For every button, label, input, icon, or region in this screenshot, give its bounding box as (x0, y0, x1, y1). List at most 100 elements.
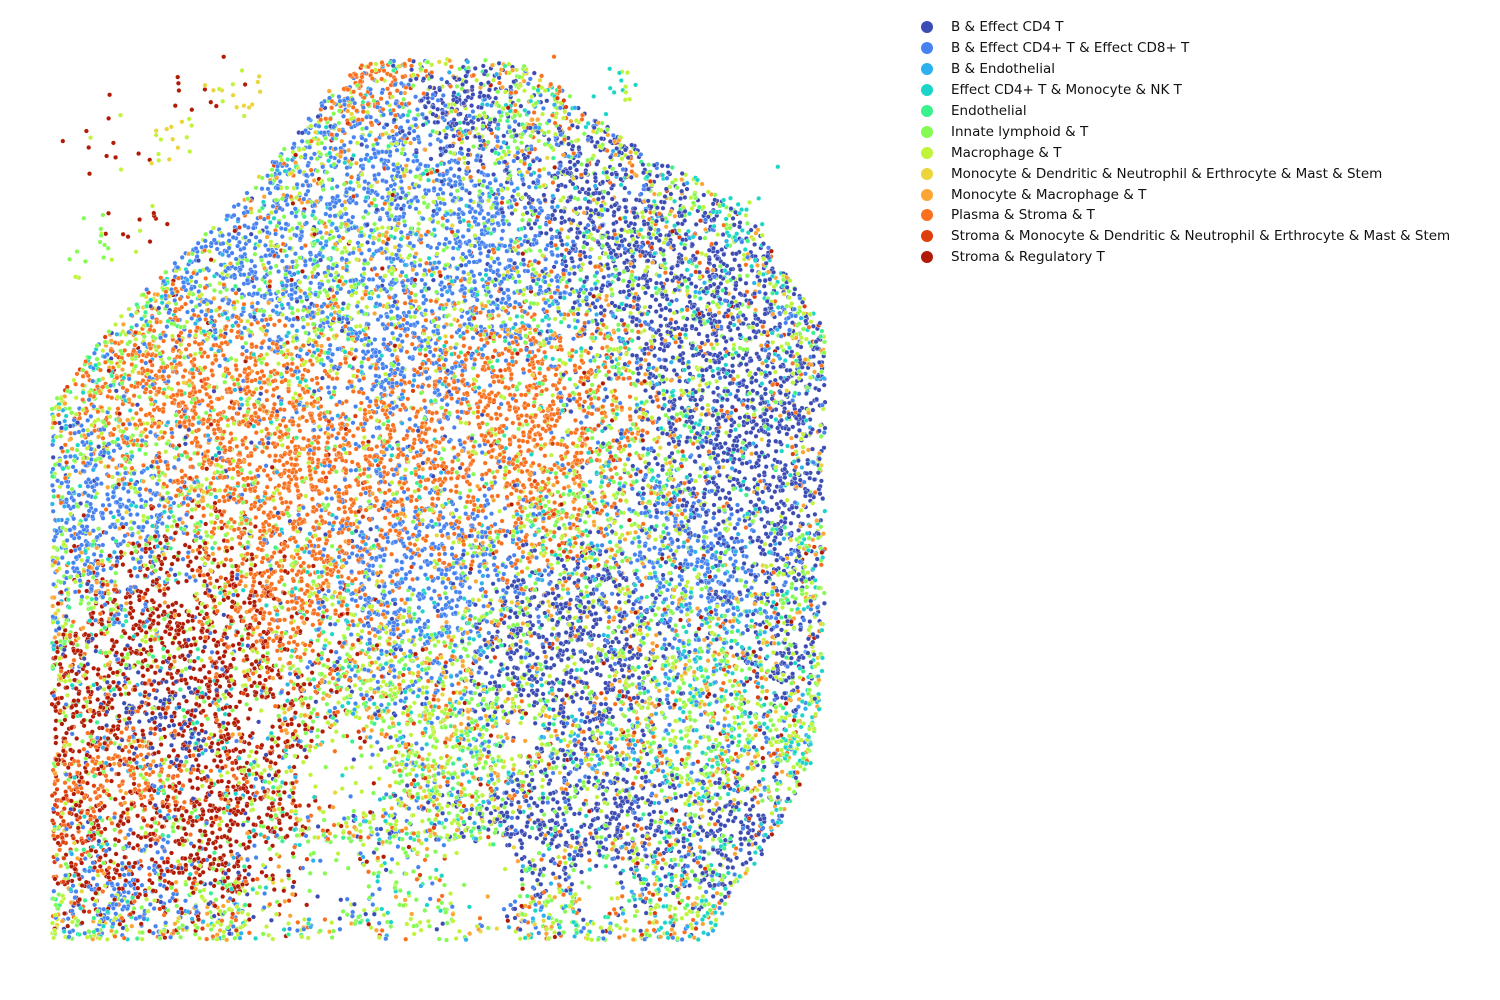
scatter-point (185, 554, 191, 560)
scatter-point (678, 609, 684, 614)
scatter-point (126, 691, 132, 697)
scatter-point (264, 224, 270, 230)
scatter-point (571, 506, 577, 512)
scatter-point (140, 664, 145, 670)
scatter-point (172, 530, 178, 536)
scatter-point (660, 529, 666, 535)
scatter-point (711, 510, 717, 516)
scatter-point (417, 257, 423, 263)
scatter-point (632, 828, 638, 833)
scatter-point (500, 296, 506, 302)
scatter-point (333, 649, 339, 655)
scatter-point (742, 728, 748, 734)
scatter-point (129, 532, 135, 538)
scatter-point (441, 842, 447, 848)
scatter-point (497, 80, 502, 86)
scatter-point (669, 165, 675, 170)
scatter-point (74, 642, 80, 648)
scatter-point (803, 336, 809, 342)
scatter-point (454, 850, 460, 856)
scatter-point (386, 487, 392, 493)
scatter-point (708, 815, 714, 821)
scatter-point (374, 524, 380, 530)
scatter-point (283, 221, 289, 227)
scatter-point (587, 479, 593, 485)
scatter-point (361, 266, 367, 272)
scatter-point (218, 758, 224, 764)
scatter-point (496, 261, 502, 267)
scatter-point (212, 629, 218, 635)
scatter-point (548, 881, 554, 887)
scatter-point (768, 414, 774, 420)
scatter-point (584, 533, 590, 539)
scatter-point (574, 427, 580, 433)
scatter-point (383, 867, 389, 873)
scatter-point (698, 735, 704, 740)
scatter-point (248, 440, 254, 446)
scatter-point (472, 615, 478, 621)
scatter-point (336, 158, 342, 164)
scatter-point (484, 421, 490, 427)
scatter-point (697, 235, 703, 241)
scatter-point (259, 428, 265, 434)
scatter-point (574, 167, 580, 173)
scatter-point (432, 849, 438, 855)
scatter-point (135, 669, 141, 675)
scatter-point (450, 459, 455, 464)
scatter-point (315, 440, 321, 445)
scatter-point (351, 89, 357, 95)
scatter-point (577, 365, 583, 371)
scatter-point (546, 137, 552, 143)
scatter-point (609, 402, 615, 408)
scatter-point (748, 720, 754, 726)
scatter-point (300, 414, 306, 420)
scatter-point (426, 751, 432, 757)
scatter-point (680, 544, 686, 549)
scatter-point (337, 926, 343, 932)
scatter-point (49, 501, 55, 507)
scatter-point (418, 927, 424, 933)
scatter-point (312, 744, 318, 750)
scatter-point (342, 206, 348, 212)
scatter-point (666, 407, 672, 413)
scatter-point (532, 715, 538, 721)
scatter-point (562, 848, 568, 853)
scatter-point (130, 369, 136, 375)
scatter-point (436, 260, 442, 265)
scatter-point (229, 651, 235, 656)
scatter-point (343, 398, 349, 404)
scatter-point (275, 624, 281, 630)
scatter-point (132, 565, 138, 571)
scatter-point (284, 185, 290, 191)
scatter-point (249, 552, 255, 558)
scatter-point (762, 391, 768, 397)
scatter-point (284, 202, 290, 208)
scatter-point (477, 443, 483, 449)
scatter-point (686, 739, 692, 745)
scatter-point (733, 407, 739, 413)
scatter-point (715, 232, 721, 238)
scatter-point (407, 569, 413, 575)
scatter-point (218, 575, 224, 580)
scatter-point (388, 82, 394, 88)
scatter-point (539, 682, 545, 688)
scatter-point (783, 701, 789, 706)
scatter-point (169, 850, 174, 856)
scatter-point (616, 322, 621, 328)
scatter-point (388, 923, 394, 929)
scatter-point (295, 919, 301, 925)
scatter-point (297, 221, 302, 226)
scatter-point (671, 367, 677, 373)
scatter-point (56, 420, 62, 426)
scatter-point (526, 692, 532, 698)
scatter-point (426, 177, 431, 183)
scatter-point (305, 321, 311, 327)
scatter-point (148, 496, 154, 502)
scatter-point (63, 789, 69, 795)
scatter-point (331, 520, 337, 526)
scatter-point (663, 892, 669, 898)
scatter-point (515, 192, 521, 197)
scatter-point (148, 730, 153, 736)
scatter-point (269, 173, 275, 178)
scatter-point (410, 576, 416, 582)
